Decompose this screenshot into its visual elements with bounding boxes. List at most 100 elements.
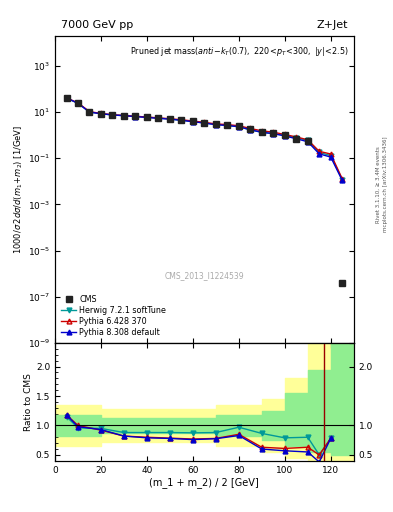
Pythia 8.308 default xyxy=(167,116,172,122)
Text: Z+Jet: Z+Jet xyxy=(316,19,348,30)
Herwig 7.2.1 softTune xyxy=(259,129,264,135)
Pythia 8.308 default xyxy=(202,120,207,126)
Pythia 6.428 370 xyxy=(145,114,149,120)
Pythia 6.428 370 xyxy=(248,125,253,132)
Herwig 7.2.1 softTune xyxy=(110,112,115,118)
CMS xyxy=(259,129,264,135)
Herwig 7.2.1 softTune xyxy=(167,116,172,122)
Pythia 8.308 default xyxy=(340,177,345,183)
Pythia 8.308 default xyxy=(145,114,149,120)
Pythia 6.428 370 xyxy=(191,118,195,124)
Pythia 8.308 default xyxy=(283,133,287,139)
CMS xyxy=(99,111,103,117)
Line: Herwig 7.2.1 softTune: Herwig 7.2.1 softTune xyxy=(64,96,345,182)
Herwig 7.2.1 softTune xyxy=(191,118,195,124)
CMS xyxy=(64,95,69,101)
Herwig 7.2.1 softTune xyxy=(317,150,321,156)
Pythia 8.308 default xyxy=(133,114,138,120)
Pythia 6.428 370 xyxy=(179,117,184,123)
Pythia 6.428 370 xyxy=(64,95,69,101)
Pythia 8.308 default xyxy=(121,113,126,119)
Pythia 6.428 370 xyxy=(202,119,207,125)
Herwig 7.2.1 softTune xyxy=(133,113,138,119)
Text: mcplots.cern.ch [arXiv:1306.3436]: mcplots.cern.ch [arXiv:1306.3436] xyxy=(383,137,387,232)
Pythia 6.428 370 xyxy=(87,109,92,115)
Pythia 6.428 370 xyxy=(317,148,321,155)
Pythia 8.308 default xyxy=(271,131,275,137)
CMS xyxy=(145,114,149,120)
Pythia 6.428 370 xyxy=(213,121,218,127)
Pythia 8.308 default xyxy=(259,129,264,135)
Pythia 8.308 default xyxy=(75,100,80,106)
Y-axis label: Ratio to CMS: Ratio to CMS xyxy=(24,373,33,431)
Text: Pruned jet mass$(anti\!-\!k_T(0.7),\ 220\!<\!p_T\!<\!300,\ |y|\!<\!2.5)$: Pruned jet mass$(anti\!-\!k_T(0.7),\ 220… xyxy=(130,45,348,58)
CMS xyxy=(213,121,218,127)
Herwig 7.2.1 softTune xyxy=(213,121,218,127)
CMS xyxy=(340,280,345,286)
Pythia 8.308 default xyxy=(237,124,241,130)
Pythia 8.308 default xyxy=(305,139,310,145)
Pythia 6.428 370 xyxy=(294,134,299,140)
Line: CMS: CMS xyxy=(64,95,345,286)
CMS xyxy=(110,112,115,118)
Pythia 8.308 default xyxy=(87,109,92,115)
Legend: CMS, Herwig 7.2.1 softTune, Pythia 6.428 370, Pythia 8.308 default: CMS, Herwig 7.2.1 softTune, Pythia 6.428… xyxy=(59,292,169,339)
CMS xyxy=(248,126,253,133)
Herwig 7.2.1 softTune xyxy=(121,113,126,119)
CMS xyxy=(271,130,275,136)
Pythia 6.428 370 xyxy=(329,151,333,157)
Herwig 7.2.1 softTune xyxy=(248,127,253,133)
CMS xyxy=(156,115,161,121)
Herwig 7.2.1 softTune xyxy=(75,100,80,106)
CMS xyxy=(225,122,230,128)
CMS xyxy=(133,113,138,119)
Pythia 6.428 370 xyxy=(225,121,230,127)
Pythia 6.428 370 xyxy=(133,113,138,119)
Herwig 7.2.1 softTune xyxy=(179,117,184,123)
Herwig 7.2.1 softTune xyxy=(202,120,207,126)
CMS xyxy=(294,136,299,142)
CMS xyxy=(179,117,184,123)
X-axis label: (m_1 + m_2) / 2 [GeV]: (m_1 + m_2) / 2 [GeV] xyxy=(149,477,259,488)
CMS xyxy=(121,113,126,119)
Herwig 7.2.1 softTune xyxy=(283,133,287,139)
Pythia 8.308 default xyxy=(329,154,333,160)
Herwig 7.2.1 softTune xyxy=(225,122,230,129)
Herwig 7.2.1 softTune xyxy=(87,109,92,115)
Herwig 7.2.1 softTune xyxy=(340,177,345,183)
Herwig 7.2.1 softTune xyxy=(64,95,69,101)
Pythia 8.308 default xyxy=(213,121,218,127)
Herwig 7.2.1 softTune xyxy=(271,131,275,137)
Text: Rivet 3.1.10, ≥ 3.4M events: Rivet 3.1.10, ≥ 3.4M events xyxy=(376,146,381,223)
Y-axis label: $1000/\sigma\,2d\sigma/d(m_1\!+\!m_2)$ [1/GeV]: $1000/\sigma\,2d\sigma/d(m_1\!+\!m_2)$ [… xyxy=(13,125,25,254)
Line: Pythia 8.308 default: Pythia 8.308 default xyxy=(64,96,345,183)
CMS xyxy=(191,118,195,124)
Pythia 6.428 370 xyxy=(340,176,345,182)
CMS xyxy=(87,109,92,115)
Herwig 7.2.1 softTune xyxy=(156,115,161,121)
CMS xyxy=(75,100,80,106)
Pythia 6.428 370 xyxy=(271,129,275,135)
Pythia 6.428 370 xyxy=(110,112,115,118)
Herwig 7.2.1 softTune xyxy=(99,111,103,117)
Pythia 8.308 default xyxy=(110,112,115,118)
Pythia 6.428 370 xyxy=(237,123,241,129)
Pythia 6.428 370 xyxy=(283,132,287,138)
Pythia 6.428 370 xyxy=(121,113,126,119)
Pythia 8.308 default xyxy=(191,119,195,125)
Text: 7000 GeV pp: 7000 GeV pp xyxy=(61,19,133,30)
Pythia 6.428 370 xyxy=(99,111,103,117)
Line: Pythia 6.428 370: Pythia 6.428 370 xyxy=(64,96,345,181)
Pythia 8.308 default xyxy=(248,126,253,133)
CMS xyxy=(167,116,172,122)
Pythia 6.428 370 xyxy=(305,137,310,143)
Pythia 6.428 370 xyxy=(259,128,264,134)
Text: CMS_2013_I1224539: CMS_2013_I1224539 xyxy=(165,271,244,280)
Pythia 6.428 370 xyxy=(167,116,172,122)
Pythia 8.308 default xyxy=(225,122,230,129)
Pythia 8.308 default xyxy=(156,115,161,121)
Pythia 8.308 default xyxy=(294,136,299,142)
CMS xyxy=(202,119,207,125)
Pythia 8.308 default xyxy=(179,117,184,123)
Herwig 7.2.1 softTune xyxy=(329,153,333,159)
